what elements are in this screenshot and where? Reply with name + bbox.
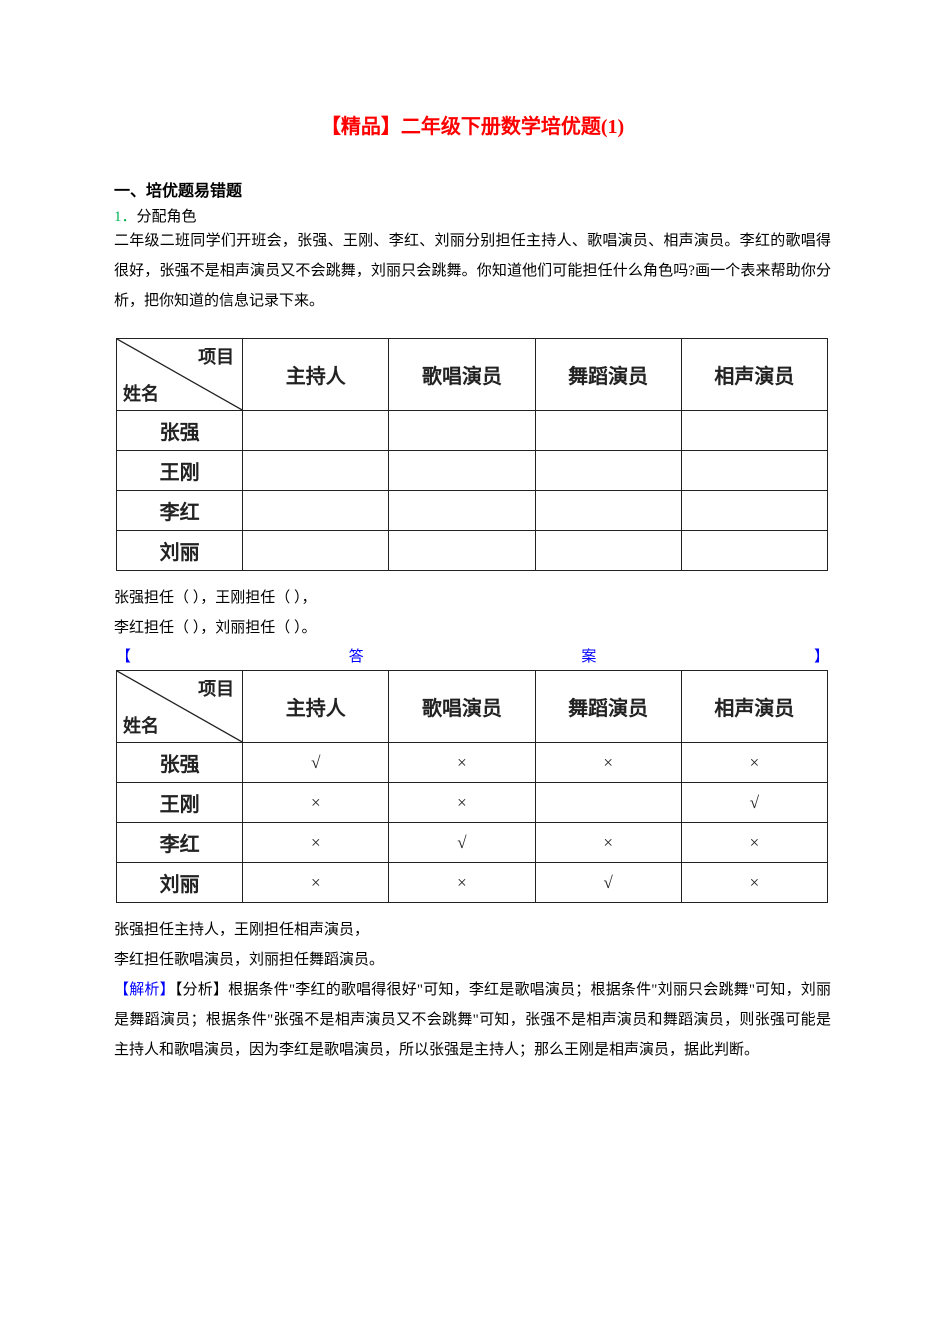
answer-char-1: 答 xyxy=(349,645,364,666)
cell xyxy=(389,411,535,451)
cell xyxy=(243,531,389,571)
diag-top-label: 项目 xyxy=(198,343,234,369)
answer-char-2: 案 xyxy=(581,645,596,666)
table-row: 王刚 xyxy=(117,451,828,491)
analysis-block: 【解析】【分析】根据条件"李红的歌唱得很好"可知，李红是歌唱演员；根据条件"刘丽… xyxy=(114,975,831,1065)
cell: × xyxy=(243,823,389,863)
answer-bar: 【 答 案 】 xyxy=(114,645,831,666)
cell xyxy=(389,491,535,531)
cell: × xyxy=(681,823,827,863)
answer-table-wrap: 项目 姓名 主持人 歌唱演员 舞蹈演员 相声演员 张强 √ × × × 王刚 ×… xyxy=(116,670,829,903)
cell: √ xyxy=(535,863,681,903)
document-page: 【精品】二年级下册数学培优题(1) 一、培优题易错题 1．分配角色 二年级二班同… xyxy=(0,0,945,1125)
col-header: 舞蹈演员 xyxy=(535,339,681,411)
cell: √ xyxy=(389,823,535,863)
col-header: 歌唱演员 xyxy=(389,671,535,743)
col-header: 相声演员 xyxy=(681,671,827,743)
row-header: 张强 xyxy=(117,411,243,451)
cell xyxy=(535,411,681,451)
cell xyxy=(535,531,681,571)
col-header: 主持人 xyxy=(243,339,389,411)
cell xyxy=(243,451,389,491)
diag-top-label: 项目 xyxy=(198,675,234,701)
cell xyxy=(243,491,389,531)
table-row: 刘丽 × × √ × xyxy=(117,863,828,903)
question-number: 1． xyxy=(114,209,137,225)
table-header-row: 项目 姓名 主持人 歌唱演员 舞蹈演员 相声演员 xyxy=(117,339,828,411)
cell xyxy=(535,783,681,823)
col-header: 歌唱演员 xyxy=(389,339,535,411)
cell xyxy=(535,451,681,491)
table-row: 张强 xyxy=(117,411,828,451)
cell xyxy=(535,491,681,531)
bracket-right: 】 xyxy=(814,645,829,666)
cell: √ xyxy=(681,783,827,823)
question-body: 二年级二班同学们开班会，张强、王刚、李红、刘丽分别担任主持人、歌唱演员、相声演员… xyxy=(114,226,831,316)
table-row: 李红 xyxy=(117,491,828,531)
row-header: 李红 xyxy=(117,491,243,531)
col-header: 相声演员 xyxy=(681,339,827,411)
row-header: 王刚 xyxy=(117,783,243,823)
cell: × xyxy=(681,863,827,903)
blank-table-wrap: 项目 姓名 主持人 歌唱演员 舞蹈演员 相声演员 张强 王刚 xyxy=(116,338,829,571)
answer-line-1: 张强担任主持人，王刚担任相声演员， xyxy=(114,915,831,945)
cell: × xyxy=(681,743,827,783)
cell: × xyxy=(389,743,535,783)
fill-line-1: 张强担任（ ），王刚担任（ ）， xyxy=(114,583,831,613)
table-row: 张强 √ × × × xyxy=(117,743,828,783)
blank-table: 项目 姓名 主持人 歌唱演员 舞蹈演员 相声演员 张强 王刚 xyxy=(116,338,828,571)
col-header: 舞蹈演员 xyxy=(535,671,681,743)
cell xyxy=(389,451,535,491)
table-row: 刘丽 xyxy=(117,531,828,571)
question-label: 分配角色 xyxy=(137,209,197,225)
fill-line-2: 李红担任（ ），刘丽担任（ ）。 xyxy=(114,613,831,643)
diagonal-header: 项目 姓名 xyxy=(117,671,243,743)
bracket-left: 【 xyxy=(116,645,131,666)
col-header: 主持人 xyxy=(243,671,389,743)
cell: √ xyxy=(243,743,389,783)
cell xyxy=(681,451,827,491)
cell xyxy=(681,411,827,451)
table-row: 李红 × √ × × xyxy=(117,823,828,863)
diag-bottom-label: 姓名 xyxy=(123,380,159,406)
cell: × xyxy=(243,783,389,823)
page-title: 【精品】二年级下册数学培优题(1) xyxy=(321,116,624,138)
cell: × xyxy=(389,783,535,823)
analysis-label: 【解析】 xyxy=(114,982,175,998)
diag-bottom-label: 姓名 xyxy=(123,712,159,738)
section-heading: 一、培优题易错题 xyxy=(114,177,831,201)
title-row: 【精品】二年级下册数学培优题(1) xyxy=(114,110,831,139)
cell xyxy=(389,531,535,571)
cell: × xyxy=(535,823,681,863)
cell xyxy=(681,531,827,571)
cell xyxy=(681,491,827,531)
cell: × xyxy=(535,743,681,783)
row-header: 刘丽 xyxy=(117,531,243,571)
row-header: 李红 xyxy=(117,823,243,863)
table-row: 王刚 × × √ xyxy=(117,783,828,823)
answer-table: 项目 姓名 主持人 歌唱演员 舞蹈演员 相声演员 张强 √ × × × 王刚 ×… xyxy=(116,670,828,903)
question-header: 1．分配角色 xyxy=(114,205,831,226)
analysis-text: 【分析】根据条件"李红的歌唱得很好"可知，李红是歌唱演员；根据条件"刘丽只会跳舞… xyxy=(114,982,831,1058)
answer-line-2: 李红担任歌唱演员，刘丽担任舞蹈演员。 xyxy=(114,945,831,975)
table-header-row: 项目 姓名 主持人 歌唱演员 舞蹈演员 相声演员 xyxy=(117,671,828,743)
diagonal-header: 项目 姓名 xyxy=(117,339,243,411)
cell: × xyxy=(389,863,535,903)
cell xyxy=(243,411,389,451)
cell: × xyxy=(243,863,389,903)
row-header: 张强 xyxy=(117,743,243,783)
row-header: 王刚 xyxy=(117,451,243,491)
row-header: 刘丽 xyxy=(117,863,243,903)
